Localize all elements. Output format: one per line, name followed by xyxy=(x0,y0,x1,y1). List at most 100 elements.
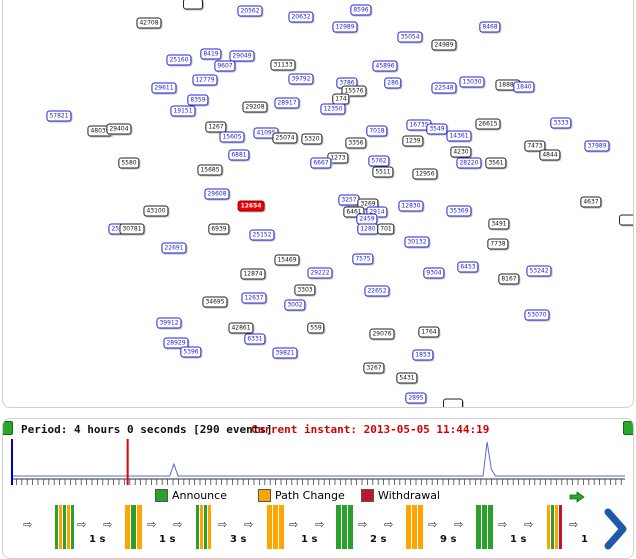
as-node[interactable]: 3549 xyxy=(426,123,448,135)
as-node[interactable]: 12874 xyxy=(240,268,266,280)
as-node[interactable]: 20562 xyxy=(237,5,263,17)
as-node[interactable]: 3333 xyxy=(550,117,572,129)
as-node[interactable]: 3356 xyxy=(345,137,367,149)
as-node[interactable]: 559 xyxy=(307,322,325,334)
as-node[interactable]: 1764 xyxy=(418,326,440,338)
as-graph-panel[interactable]: 42708 20562 20632 8596 12989 8468 35054 24989 25… xyxy=(2,0,634,408)
as-node[interactable]: 29049 xyxy=(229,50,255,62)
as-node[interactable]: 39792 xyxy=(288,73,314,85)
as-node[interactable]: 25074 xyxy=(272,132,298,144)
as-node[interactable]: 8167 xyxy=(498,273,520,285)
event-group[interactable] xyxy=(196,505,216,549)
as-node[interactable]: 29404 xyxy=(106,123,132,135)
as-node-partial[interactable] xyxy=(443,398,463,407)
as-node[interactable]: 53070 xyxy=(524,309,550,321)
as-node[interactable]: 22548 xyxy=(431,82,457,94)
as-node[interactable]: 25152 xyxy=(249,229,275,241)
as-node[interactable]: 22691 xyxy=(161,242,187,254)
as-node[interactable]: 8468 xyxy=(479,21,501,33)
as-node[interactable]: 3002 xyxy=(284,299,306,311)
as-node[interactable]: 3561 xyxy=(485,157,507,169)
as-node[interactable]: 8359 xyxy=(187,94,209,106)
event-group[interactable] xyxy=(406,505,426,549)
as-node[interactable]: 37989 xyxy=(584,140,610,152)
as-node[interactable]: 1853 xyxy=(412,349,434,361)
as-node-partial[interactable] xyxy=(619,214,633,226)
event-group[interactable] xyxy=(125,505,145,549)
as-node[interactable]: 3303 xyxy=(294,284,316,296)
as-node[interactable]: 29608 xyxy=(204,188,230,200)
as-node[interactable]: 6881 xyxy=(228,149,250,161)
event-group[interactable] xyxy=(476,505,496,549)
as-node[interactable]: 25160 xyxy=(166,54,192,66)
forward-arrow-icon[interactable] xyxy=(569,491,585,503)
as-node[interactable]: 1840 xyxy=(513,81,535,93)
as-node[interactable]: 6461 xyxy=(343,206,365,218)
as-node[interactable]: 5580 xyxy=(118,157,140,169)
as-node[interactable]: 24989 xyxy=(431,39,457,51)
as-node[interactable]: 15685 xyxy=(197,164,223,176)
as-node[interactable]: 53242 xyxy=(526,265,552,277)
start-marker-icon[interactable] xyxy=(3,421,13,435)
as-node[interactable]: 12956 xyxy=(412,168,438,180)
as-node[interactable]: 4230 xyxy=(450,146,472,158)
as-node[interactable]: 28929 xyxy=(163,337,189,349)
as-node[interactable]: 12830 xyxy=(398,200,424,212)
as-node[interactable]: 7018 xyxy=(366,125,388,137)
next-page-chevron-icon[interactable] xyxy=(601,508,629,550)
as-node[interactable]: 4637 xyxy=(580,196,602,208)
as-node[interactable]: 30781 xyxy=(119,223,145,235)
as-node[interactable]: 39912 xyxy=(156,317,182,329)
as-node[interactable]: 286 xyxy=(384,77,402,89)
as-node[interactable]: 2895 xyxy=(405,392,427,404)
as-node[interactable]: 30132 xyxy=(404,236,430,248)
as-node[interactable]: 42708 xyxy=(136,17,162,29)
as-node[interactable]: 7738 xyxy=(487,238,509,250)
as-node[interactable]: 5762 xyxy=(368,155,390,167)
as-node[interactable]: 57821 xyxy=(46,110,72,122)
as-node[interactable]: 7473 xyxy=(524,140,546,152)
as-node[interactable]: 8596 xyxy=(350,4,372,16)
as-node[interactable]: 5396 xyxy=(180,346,202,358)
as-node[interactable]: 29611 xyxy=(151,82,177,94)
as-node[interactable]: 15469 xyxy=(274,254,300,266)
as-node[interactable]: 28917 xyxy=(274,97,300,109)
as-node[interactable]: 34695 xyxy=(202,296,228,308)
as-node[interactable]: 9304 xyxy=(423,267,445,279)
event-group[interactable] xyxy=(547,505,567,549)
as-node[interactable]: 5431 xyxy=(396,372,418,384)
as-node[interactable]: 6453 xyxy=(457,261,479,273)
as-node[interactable]: 4844 xyxy=(539,149,561,161)
as-node[interactable]: 39821 xyxy=(272,347,298,359)
as-node[interactable]: 8419 xyxy=(200,48,222,60)
as-node[interactable]: 15605 xyxy=(219,131,245,143)
as-node[interactable]: 28220 xyxy=(456,157,482,169)
as-node[interactable]: 19151 xyxy=(170,105,196,117)
as-node[interactable]: 12779 xyxy=(192,74,218,86)
as-node[interactable]: 3267 xyxy=(363,362,385,374)
as-node[interactable]: 12350 xyxy=(320,103,346,115)
as-node[interactable]: 42861 xyxy=(228,322,254,334)
event-group[interactable] xyxy=(55,505,75,549)
as-node[interactable]: 29208 xyxy=(242,101,268,113)
as-node[interactable]: 6939 xyxy=(208,223,230,235)
as-node[interactable]: 14361 xyxy=(446,130,472,142)
as-node[interactable]: 9607 xyxy=(214,60,236,72)
as-node[interactable]: 20632 xyxy=(288,11,314,23)
as-node[interactable]: 13030 xyxy=(459,76,485,88)
as-node[interactable]: 6331 xyxy=(244,333,266,345)
as-node[interactable]: 12654 xyxy=(237,200,265,212)
event-group[interactable] xyxy=(336,505,356,549)
as-node[interactable]: 26615 xyxy=(475,118,501,130)
as-node[interactable]: 29076 xyxy=(369,328,395,340)
as-node[interactable]: 31133 xyxy=(270,59,296,71)
as-node[interactable]: 6667 xyxy=(310,157,332,169)
as-node[interactable]: 701 xyxy=(377,223,395,235)
as-node[interactable]: 35054 xyxy=(397,31,423,43)
as-node[interactable]: 15576 xyxy=(341,85,367,97)
end-marker-icon[interactable] xyxy=(623,421,633,435)
as-node-partial[interactable] xyxy=(183,0,203,10)
as-node[interactable]: 1280 xyxy=(357,223,379,235)
as-node[interactable]: 35369 xyxy=(446,205,472,217)
as-node[interactable]: 12989 xyxy=(332,21,358,33)
